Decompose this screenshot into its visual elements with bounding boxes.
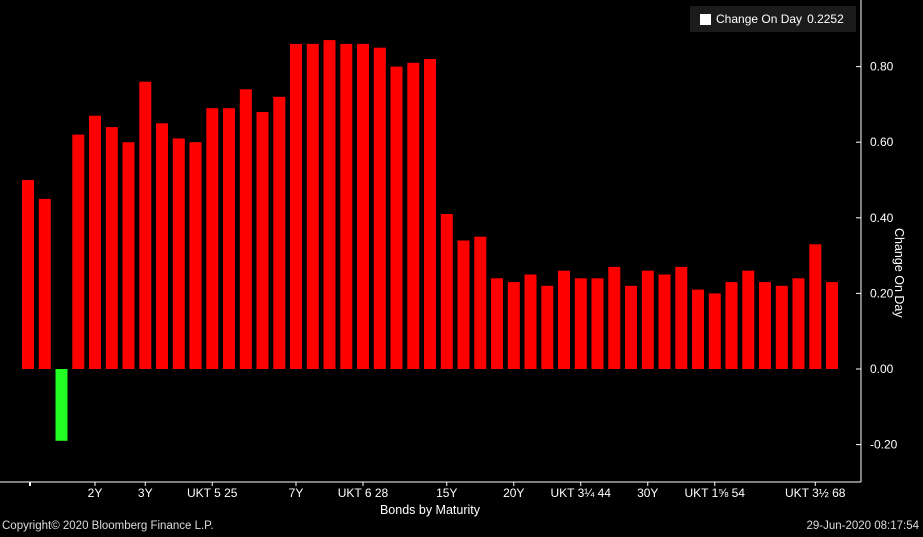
x-tick-label: UKT 3¼ 44: [551, 486, 612, 500]
y-tick-label: 0.00: [870, 362, 894, 376]
x-tick-label: UKT 3½ 68: [785, 486, 846, 500]
bar: [692, 289, 704, 369]
bar: [625, 285, 637, 369]
bars-group: [22, 40, 838, 441]
timestamp-text: 29-Jun-2020 08:17:54: [806, 520, 919, 532]
bar: [591, 278, 604, 369]
bar: [105, 127, 118, 369]
copyright-text: Copyright© 2020 Bloomberg Finance L.P.: [2, 520, 214, 532]
bar: [641, 270, 654, 369]
bar: [558, 270, 570, 369]
y-tick-label: -0.20: [870, 438, 898, 452]
legend-swatch: [700, 13, 711, 25]
bar: [290, 43, 302, 370]
bar: [206, 108, 219, 369]
x-tick-label: UKT 5 25: [187, 486, 238, 500]
bar: [407, 62, 420, 370]
bar: [273, 96, 286, 370]
legend-series-value: 0.2252: [807, 12, 844, 26]
bar: [440, 214, 453, 369]
x-tick-label: UKT 1⅝ 54: [685, 486, 746, 500]
x-tick-label: 15Y: [436, 486, 457, 500]
bar: [306, 43, 319, 370]
bar: [574, 278, 587, 369]
y-tick-label: 0.40: [870, 211, 894, 225]
x-axis-label: Bonds by Maturity: [379, 503, 481, 517]
y-tick-label: 0.20: [870, 286, 894, 300]
bar: [223, 108, 235, 369]
bar: [256, 112, 269, 369]
legend-series-name: Change On Day: [716, 12, 803, 26]
x-tick-label: 3Y: [138, 486, 153, 500]
bar: [22, 180, 34, 369]
x-tick-label: 20Y: [503, 486, 524, 500]
bar: [491, 278, 503, 369]
bar: [373, 47, 386, 369]
bar: [239, 89, 252, 370]
x-ticks-group: 2Y 3Y UKT 5 25 7Y UKT 6 28 15Y 20Y UKT 3¼ 44 30Y…: [29, 482, 846, 500]
bar: [340, 43, 353, 370]
bar: [89, 115, 101, 369]
bar: [55, 369, 68, 441]
bar: [507, 282, 520, 369]
bar: [457, 240, 470, 369]
bar: [742, 270, 755, 369]
bar: [792, 278, 805, 369]
bar: [72, 134, 85, 369]
bar: [759, 282, 771, 369]
y-axis-label: Change On Day: [892, 228, 906, 318]
y-tick-label: 0.60: [870, 135, 894, 149]
x-tick-label: 30Y: [637, 486, 658, 500]
bar: [775, 285, 788, 369]
bar: [809, 244, 822, 369]
bar: [524, 274, 537, 369]
bar: [474, 236, 487, 369]
bar: [323, 40, 336, 369]
bar: [541, 285, 554, 369]
y-tick-label: 0.80: [870, 60, 894, 74]
bar: [658, 274, 671, 369]
bar: [390, 66, 403, 369]
x-tick-label: 7Y: [289, 486, 304, 500]
legend: Change On Day 0.2252: [690, 6, 856, 32]
bar: [826, 282, 838, 369]
bar: [675, 266, 688, 369]
bar: [357, 43, 369, 370]
bar: [189, 142, 202, 369]
x-tick-label: 2Y: [88, 486, 103, 500]
bar: [139, 81, 152, 369]
bar: [172, 138, 185, 369]
bar: [424, 59, 436, 369]
bar: [725, 282, 738, 369]
bar: [608, 266, 621, 369]
bar: [122, 142, 135, 369]
bar: [38, 198, 51, 369]
bar: [708, 293, 721, 369]
bar: [156, 123, 168, 369]
x-tick-label: UKT 6 28: [338, 486, 389, 500]
y-ticks-group: -0.20 0.00 0.20 0.40 0.60 0.80: [856, 60, 898, 452]
